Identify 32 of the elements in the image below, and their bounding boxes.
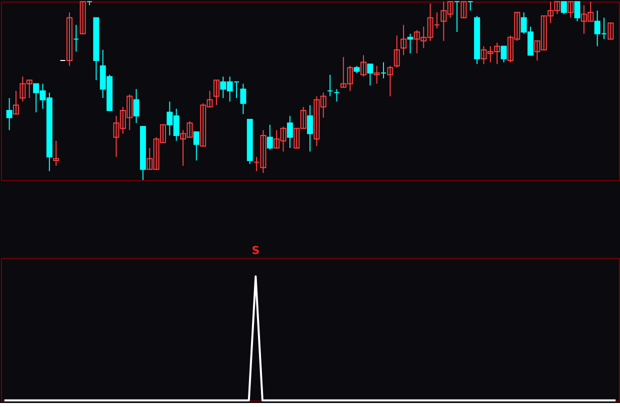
candlestick [66,12,72,66]
candlestick [240,83,246,115]
candlestick [286,115,293,148]
candlestick [374,65,380,84]
candlestick [500,46,507,63]
text: S [252,244,260,257]
candlestick [400,24,407,56]
candlestick [460,1,467,18]
candlestick [407,33,414,54]
candlestick [467,1,474,12]
candlestick [73,24,80,52]
candlestick [360,54,366,78]
candlestick [327,74,334,97]
candlestick [53,140,60,166]
candlestick [574,1,580,22]
candlestick [193,131,200,161]
candlestick [80,1,86,34]
candlestick [387,65,394,97]
candlestick [334,88,340,102]
candlestick [133,88,140,124]
candlestick [568,1,574,18]
candlestick [13,90,19,115]
candlestick [608,22,614,40]
candlestick [560,1,567,15]
candlestick [367,64,374,86]
candlestick [213,80,220,106]
candlestick [380,62,386,79]
candlestick [307,104,313,152]
candlestick [266,124,273,150]
candlestick [394,35,400,68]
candlestick [454,1,460,32]
candlestick [6,97,12,131]
